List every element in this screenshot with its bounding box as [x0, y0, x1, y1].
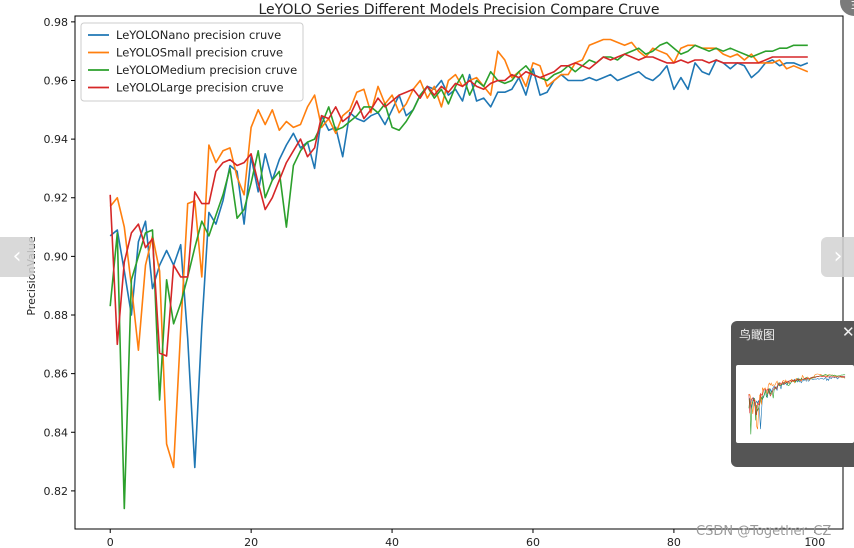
- legend-label: LeYOLOMedium precision cruve: [116, 63, 297, 77]
- series-line-2: [109, 41, 808, 510]
- series-line-1: [109, 38, 809, 469]
- corner-badge-glyph: Ξ: [850, 0, 854, 12]
- legend-box: [80, 22, 304, 102]
- y-tick-label: 0.92: [44, 192, 69, 205]
- thumb-series-line: [748, 375, 846, 416]
- prev-image-button[interactable]: ‹: [0, 237, 34, 277]
- y-tick-label: 0.94: [44, 133, 69, 146]
- y-tick-label: 0.98: [44, 16, 69, 29]
- next-image-button[interactable]: ›: [821, 237, 854, 277]
- legend-label: LeYOLOSmall precision cruve: [116, 46, 283, 60]
- x-tick-label: 100: [804, 536, 825, 548]
- thumb-series-line: [748, 374, 846, 435]
- x-tick-label: 20: [244, 536, 258, 548]
- legend: LeYOLONano precision cruve LeYOLOSmall pr…: [80, 22, 304, 102]
- x-tick-label: 80: [667, 536, 681, 548]
- y-tick-label: 0.90: [44, 250, 69, 263]
- chevron-left-icon: ‹: [12, 244, 22, 269]
- chevron-right-icon: ›: [833, 244, 843, 269]
- chart-title: LeYOLO Series Different Models Precision…: [258, 2, 659, 18]
- birdseye-title: 鸟瞰图: [739, 328, 776, 342]
- watermark: CSDN @Together_CZ: [696, 524, 832, 539]
- y-tick-label: 0.88: [44, 309, 69, 322]
- birdseye-panel[interactable]: 鸟瞰图 ✕: [731, 321, 854, 467]
- thumb-series-line: [748, 373, 846, 430]
- x-tick-label: 60: [526, 536, 540, 548]
- y-tick-label: 0.84: [44, 426, 69, 439]
- x-tick-label: 40: [385, 536, 399, 548]
- corner-menu-icon[interactable]: Ξ: [840, 0, 854, 16]
- series-line-0: [109, 59, 809, 469]
- thumb-series-line: [748, 376, 846, 430]
- y-tick-label: 0.82: [44, 485, 69, 498]
- series-line-3: [109, 53, 808, 357]
- legend-label: LeYOLOLarge precision cruve: [116, 81, 284, 95]
- legend-label: LeYOLONano precision cruve: [116, 28, 281, 42]
- y-tick-label: 0.86: [44, 368, 69, 381]
- close-icon[interactable]: ✕: [842, 323, 854, 341]
- y-tick-label: 0.96: [44, 74, 69, 87]
- x-tick-label: 0: [107, 536, 114, 548]
- birdseye-thumbnail[interactable]: [736, 365, 854, 443]
